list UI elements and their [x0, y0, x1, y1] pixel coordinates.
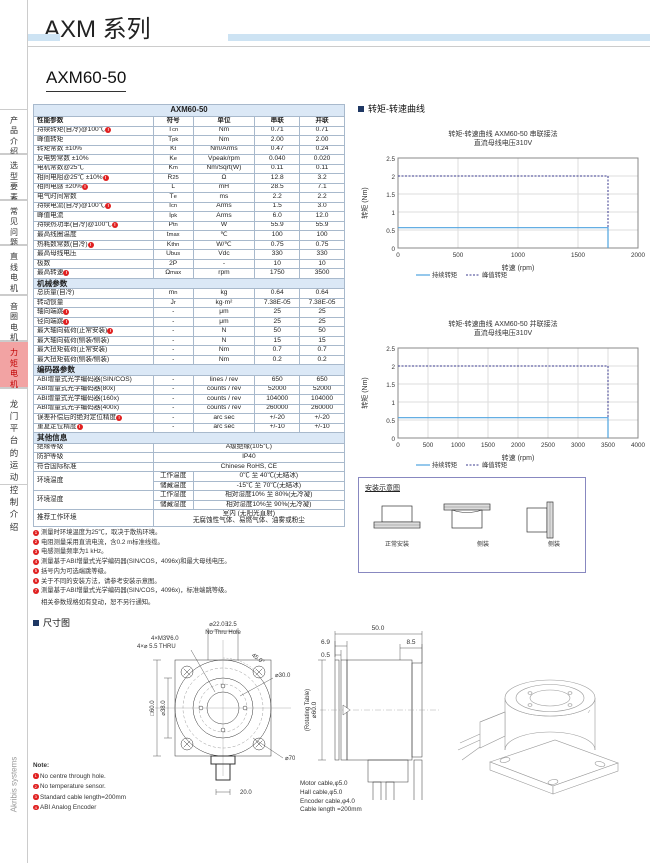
svg-text:1.5: 1.5: [386, 192, 395, 199]
svg-text:500: 500: [423, 442, 434, 449]
svg-text:⌀70.0: ⌀70.0: [285, 756, 295, 762]
svg-text:峰值转矩: 峰值转矩: [482, 270, 507, 278]
svg-text:2.5: 2.5: [386, 156, 395, 163]
svg-text:1000: 1000: [451, 442, 466, 449]
svg-text:正常安装: 正常安装: [385, 540, 409, 548]
svg-text:0.5: 0.5: [321, 652, 330, 659]
svg-text:⌀30.0: ⌀30.0: [275, 673, 291, 679]
svg-text:⌀60.0: ⌀60.0: [311, 701, 318, 718]
svg-text:⌀22.0∃2.5: ⌀22.0∃2.5: [209, 621, 237, 628]
svg-text:4×M3∇6.0: 4×M3∇6.0: [151, 635, 179, 642]
svg-text:3000: 3000: [571, 442, 586, 449]
svg-text:2: 2: [391, 174, 395, 181]
svg-text:□60.0: □60.0: [150, 700, 156, 716]
svg-text:4×⌀ 5.5 THRU: 4×⌀ 5.5 THRU: [137, 644, 176, 650]
svg-text:20.0: 20.0: [240, 790, 252, 796]
svg-text:⌀38.0: ⌀38.0: [161, 700, 167, 716]
svg-text:2500: 2500: [541, 442, 556, 449]
svg-text:0: 0: [391, 436, 395, 443]
svg-text:2.5: 2.5: [386, 346, 395, 353]
svg-text:1: 1: [391, 210, 395, 217]
svg-text:50.0: 50.0: [372, 625, 385, 632]
svg-text:1.5: 1.5: [386, 382, 395, 389]
svg-text:0.5: 0.5: [386, 228, 395, 235]
svg-text:1500: 1500: [571, 252, 586, 259]
svg-text:0: 0: [391, 246, 395, 253]
svg-text:0: 0: [396, 252, 400, 259]
svg-text:峰值转矩: 峰值转矩: [482, 460, 507, 468]
svg-text:4000: 4000: [631, 442, 646, 449]
svg-text:500: 500: [453, 252, 464, 259]
svg-text:3500: 3500: [601, 442, 616, 449]
svg-text:1000: 1000: [511, 252, 526, 259]
svg-text:转矩 (Nm): 转矩 (Nm): [360, 187, 369, 219]
svg-text:1500: 1500: [481, 442, 496, 449]
svg-text:侧装: 侧装: [477, 540, 489, 548]
svg-text:8.5: 8.5: [406, 639, 415, 646]
svg-text:(Rotating Table): (Rotating Table): [305, 689, 311, 731]
svg-text:侧装: 侧装: [548, 540, 560, 548]
svg-text:1: 1: [391, 400, 395, 407]
svg-text:6.9: 6.9: [321, 639, 330, 646]
svg-text:2: 2: [391, 364, 395, 371]
svg-text:转速 (rpm): 转速 (rpm): [502, 453, 535, 462]
svg-text:2000: 2000: [511, 442, 526, 449]
svg-text:持续转矩: 持续转矩: [432, 460, 457, 468]
svg-text:转矩 (Nm): 转矩 (Nm): [360, 377, 369, 409]
svg-text:No Thru Hole: No Thru Hole: [205, 630, 241, 636]
svg-text:45.0°: 45.0°: [250, 653, 265, 666]
svg-text:持续转矩: 持续转矩: [432, 270, 457, 278]
svg-text:0.5: 0.5: [386, 418, 395, 425]
svg-text:2000: 2000: [631, 252, 646, 259]
svg-text:0: 0: [396, 442, 400, 449]
svg-text:转速 (rpm): 转速 (rpm): [502, 263, 535, 272]
